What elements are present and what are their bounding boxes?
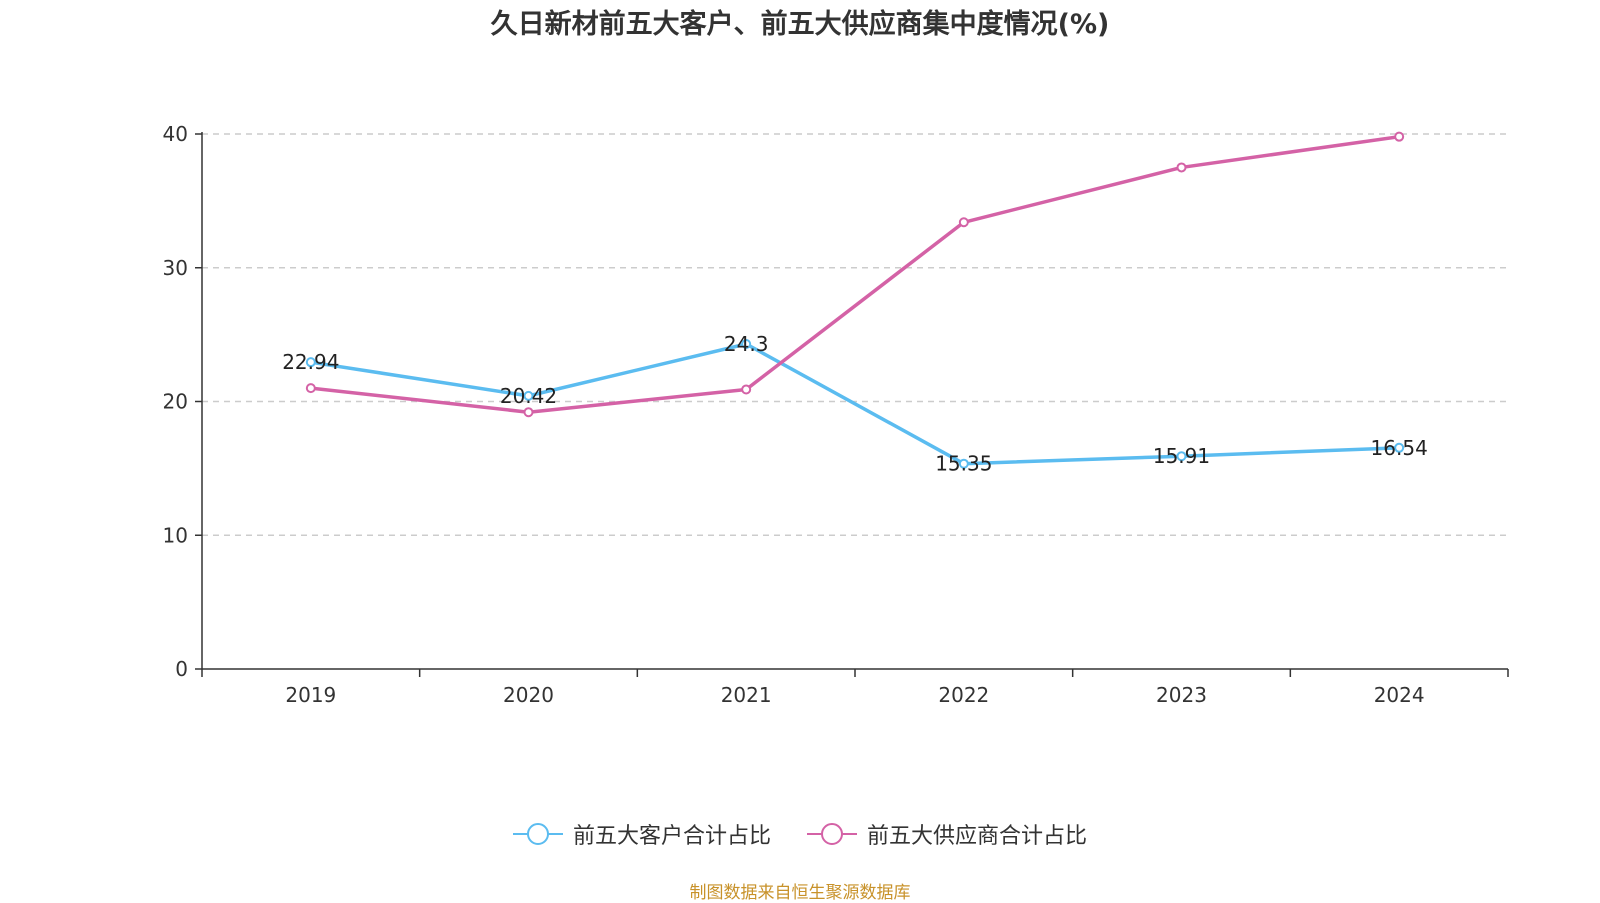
data-point[interactable] — [305, 357, 316, 368]
data-label: 24.3 — [724, 332, 769, 356]
data-point[interactable] — [958, 217, 969, 228]
legend-item-customers[interactable]: 前五大客户合计占比 — [512, 818, 771, 850]
data-point[interactable] — [1176, 451, 1187, 462]
legend-label-suppliers: 前五大供应商合计占比 — [867, 824, 1088, 849]
data-point[interactable] — [741, 338, 752, 349]
data-point[interactable] — [1394, 442, 1405, 453]
data-point[interactable] — [958, 458, 969, 469]
series-layer — [305, 131, 1405, 469]
y-tick-label: 20 — [163, 390, 188, 414]
data-point[interactable] — [305, 383, 316, 394]
legend-item-suppliers[interactable]: 前五大供应商合计占比 — [807, 818, 1087, 850]
data-point[interactable] — [1176, 162, 1187, 173]
data-point[interactable] — [523, 407, 534, 418]
legend-label-customers: 前五大客户合计占比 — [572, 824, 771, 849]
x-tick-label: 2022 — [938, 683, 989, 707]
data-label: 16.54 — [1371, 436, 1428, 460]
data-label: 15.35 — [935, 452, 992, 476]
legend-marker-suppliers — [807, 823, 857, 845]
legend: 前五大客户合计占比 前五大供应商合计占比 — [0, 818, 1600, 850]
data-label: 22.94 — [282, 350, 339, 374]
y-tick-label: 30 — [163, 256, 188, 280]
data-label: 15.91 — [1153, 444, 1210, 468]
x-tick-label: 2024 — [1374, 683, 1425, 707]
data-point[interactable] — [523, 390, 534, 401]
data-point[interactable] — [1394, 131, 1405, 142]
x-tick-label: 2019 — [285, 683, 336, 707]
data-point[interactable] — [741, 384, 752, 395]
y-tick-label: 10 — [163, 523, 188, 547]
series-line-1 — [310, 134, 1400, 414]
source-note: 制图数据来自恒生聚源数据库 — [689, 883, 911, 903]
series-line-0 — [310, 342, 1400, 466]
data-labels: 22.94 20.42 24.3 15.35 15.91 16.54 — [282, 332, 1428, 476]
axes: 0 10 20 30 40 2019 2020 2021 2022 2023 2024 — [163, 122, 1509, 707]
x-tick-label: 2021 — [721, 683, 772, 707]
y-tick-label: 40 — [163, 122, 188, 146]
legend-marker-customers — [512, 823, 563, 845]
x-tick-label: 2020 — [503, 683, 554, 707]
x-tick-label: 2023 — [1156, 683, 1207, 707]
chart-title: 久日新材前五大客户、前五大供应商集中度情况(%) — [490, 9, 1110, 40]
grid-lines — [202, 133, 1508, 536]
y-tick-label: 0 — [175, 657, 188, 681]
data-label: 20.42 — [500, 384, 557, 408]
